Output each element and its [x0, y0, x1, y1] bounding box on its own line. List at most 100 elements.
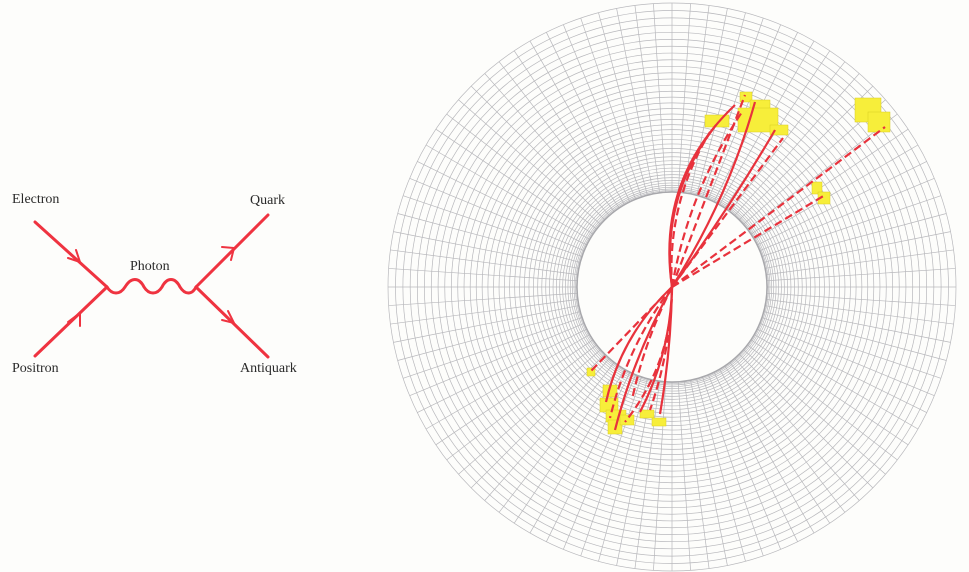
grid-spoke [435, 339, 594, 446]
grid-spoke [708, 374, 782, 550]
positron-label: Positron [12, 361, 59, 376]
quark-line [194, 213, 270, 289]
grid-spoke [425, 334, 590, 430]
grid-spoke [734, 358, 860, 501]
grid-spoke [435, 128, 594, 235]
grid-spoke [690, 8, 728, 194]
grid-spoke [759, 177, 935, 251]
grid-spoke [402, 195, 583, 257]
grid-spoke [458, 349, 601, 475]
grid-spoke [546, 32, 631, 202]
grid-spoke [763, 213, 947, 263]
grid-spoke [729, 362, 846, 513]
grid-spoke [761, 317, 942, 379]
hit-cell [651, 417, 667, 427]
neutral-track-dashed [671, 194, 826, 288]
hit-cell [586, 367, 596, 377]
grid-spoke [761, 195, 942, 257]
grid-spoke [747, 113, 898, 230]
antiquark-arrow-icon [221, 310, 236, 325]
grid-spoke [397, 311, 581, 361]
grid-spoke [393, 305, 579, 343]
grid-spoke [458, 99, 601, 225]
grid-spoke [734, 73, 860, 216]
grid-spoke [513, 50, 620, 209]
hit-cell [639, 409, 655, 419]
grid-spoke [562, 24, 636, 200]
grid-spoke [677, 3, 691, 193]
grid-spoke [696, 12, 746, 196]
grid-spoke [754, 144, 919, 240]
grid-spoke [729, 61, 846, 212]
grid-spoke [598, 12, 648, 196]
grid-spoke [743, 349, 886, 475]
grid-spoke [393, 231, 579, 269]
quark-arrow-icon [221, 246, 236, 261]
grid-spoke [684, 381, 710, 569]
hit-cell [619, 414, 635, 426]
grid-spoke [409, 177, 585, 251]
photon-wave [105, 278, 198, 295]
grid-spoke [765, 305, 951, 343]
grid-spoke [390, 249, 578, 275]
grid-spoke [580, 376, 642, 557]
grid-spoke [702, 376, 764, 557]
grid-spoke [738, 353, 874, 489]
neutral-track-dashed [630, 286, 673, 401]
grid-spoke [750, 339, 909, 446]
grid-spoke [446, 344, 597, 461]
electron-label: Electron [12, 192, 60, 207]
grid-spoke [446, 113, 597, 230]
grid-spoke [724, 365, 831, 524]
grid-spoke [754, 334, 919, 430]
charged-track [668, 104, 736, 288]
grid-spoke [580, 17, 642, 198]
grid-spoke [529, 40, 625, 205]
grid-spoke [397, 213, 581, 263]
quark-label: Quark [250, 193, 285, 208]
grid-spoke [390, 299, 578, 325]
grid-spoke [713, 372, 798, 542]
grid-spoke [616, 8, 654, 194]
calorimeter-hits [586, 91, 891, 435]
grid-spoke [763, 311, 947, 361]
grid-spoke [759, 323, 935, 397]
neutral-track-dashed [670, 94, 747, 288]
grid-spoke [417, 161, 587, 246]
neutral-track-dashed [671, 126, 886, 288]
grid-spoke [513, 365, 620, 524]
particle-tracks [589, 94, 886, 431]
grid-spoke [747, 344, 898, 461]
hit-cell [811, 181, 823, 195]
hit-cell [867, 111, 891, 133]
grid-spoke [766, 292, 956, 306]
positron-arrow-icon [67, 311, 81, 327]
grid-spoke [634, 381, 660, 569]
grid-spoke [425, 144, 590, 240]
grid-spoke [470, 353, 606, 489]
grid-spoke [757, 328, 927, 413]
grid-spoke [484, 358, 610, 501]
grid-spoke [719, 369, 815, 534]
grid-spoke [562, 374, 636, 550]
grid-spoke [696, 378, 746, 562]
grid-spoke [470, 85, 606, 221]
grid-spoke [388, 268, 578, 282]
grid-spoke [684, 5, 710, 193]
grid-spoke [690, 380, 728, 566]
grid-spoke [765, 231, 951, 269]
grid-spoke [417, 328, 587, 413]
grid-spoke [738, 85, 874, 221]
grid-spoke [766, 249, 954, 275]
grid-spoke [750, 128, 909, 235]
grid-spoke [409, 323, 585, 397]
electron-arrow-icon [67, 249, 82, 264]
grid-spoke [757, 161, 927, 246]
hit-cell [739, 91, 753, 103]
grid-spoke [598, 378, 648, 562]
charged-track [604, 286, 673, 403]
neutral-track-dashed [608, 286, 673, 419]
grid-spoke [766, 299, 954, 325]
grid-spoke [653, 381, 667, 571]
